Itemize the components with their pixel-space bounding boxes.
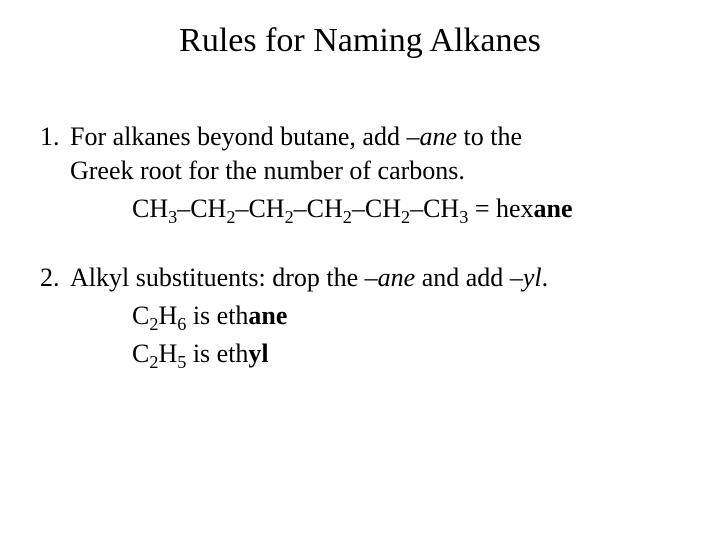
rule-2-text: Alkyl substituents: drop the –ane and ad… — [70, 261, 650, 295]
f2-bold: ane — [248, 301, 287, 330]
rule-2-formula-2: C2H5 is ethyl — [132, 337, 680, 371]
slide-body: 1.For alkanes beyond butane, add –ane to… — [40, 120, 680, 371]
f2-c: C — [132, 301, 149, 330]
slide: Rules for Naming Alkanes 1.For alkanes b… — [0, 0, 720, 540]
f-equals: = hex — [468, 194, 533, 223]
rule-1-part-a: For alkanes beyond butane, add — [70, 122, 406, 151]
f3-bold: yl — [248, 339, 268, 368]
f-dash-5: – — [410, 194, 423, 223]
f2-is: is eth — [186, 301, 248, 330]
rule-1-ane: –ane — [406, 122, 457, 151]
rule-1-number: 1. — [40, 120, 70, 154]
rule-2-part-a: Alkyl substituents: drop the — [70, 263, 365, 292]
rule-1-formula: CH3–CH2–CH2–CH2–CH2–CH3 = hexane — [132, 192, 680, 226]
f-ch-5: CH — [365, 194, 401, 223]
rule-2: 2.Alkyl substituents: drop the –ane and … — [40, 261, 680, 370]
f2-s2: 6 — [177, 314, 186, 334]
f-dash-2: – — [235, 194, 248, 223]
f-ch-2: CH — [190, 194, 226, 223]
rule-2-part-b: and add — [415, 263, 510, 292]
rule-1-part-c: Greek root for the number of carbons. — [70, 156, 465, 185]
f-sub-5: 2 — [401, 207, 410, 227]
f-ch-6: CH — [423, 194, 459, 223]
rule-2-ane: –ane — [365, 263, 416, 292]
rule-1-text: For alkanes beyond butane, add –ane to t… — [70, 120, 650, 188]
f2-h: H — [158, 301, 177, 330]
rule-1-part-b: to the — [457, 122, 522, 151]
f-sub-1: 3 — [168, 207, 177, 227]
slide-title: Rules for Naming Alkanes — [40, 22, 680, 60]
f-ch-1: CH — [132, 194, 168, 223]
f-dash-1: – — [177, 194, 190, 223]
rule-1: 1.For alkanes beyond butane, add –ane to… — [40, 120, 680, 225]
f-sub-4: 2 — [343, 207, 352, 227]
f3-h: H — [158, 339, 177, 368]
f-ch-4: CH — [307, 194, 343, 223]
rule-2-yl: –yl — [510, 263, 542, 292]
f3-is: is eth — [186, 339, 248, 368]
rule-2-formula-1: C2H6 is ethane — [132, 299, 680, 333]
f-suffix: ane — [534, 194, 573, 223]
f-dash-3: – — [294, 194, 307, 223]
rule-2-number: 2. — [40, 261, 70, 295]
rule-2-period: . — [542, 263, 549, 292]
f3-c: C — [132, 339, 149, 368]
f-sub-6: 3 — [459, 207, 468, 227]
f-sub-3: 2 — [285, 207, 294, 227]
f-ch-3: CH — [248, 194, 284, 223]
f3-s2: 5 — [177, 352, 186, 372]
f-dash-4: – — [352, 194, 365, 223]
